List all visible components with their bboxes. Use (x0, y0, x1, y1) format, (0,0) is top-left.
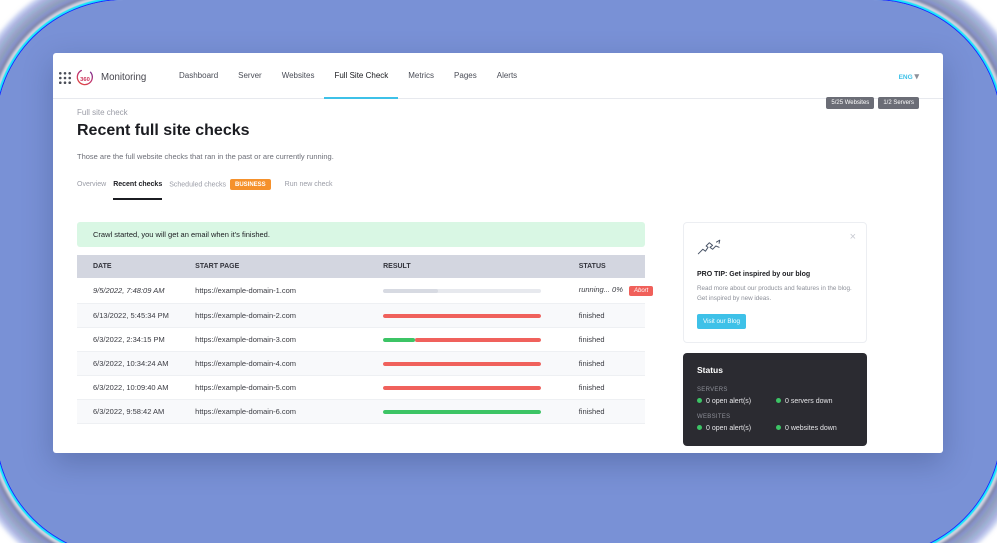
svg-text:360: 360 (80, 77, 90, 83)
